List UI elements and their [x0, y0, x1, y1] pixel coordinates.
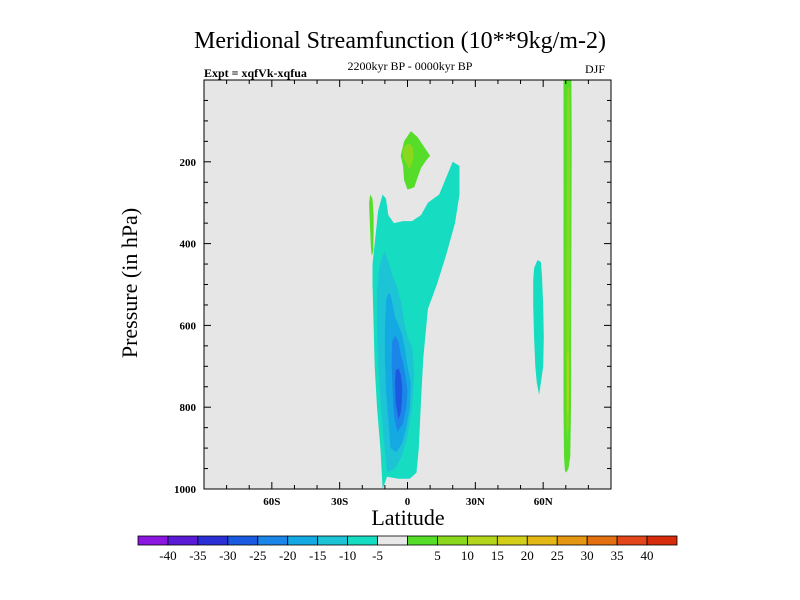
colorbar-label: -30 — [219, 548, 236, 563]
colorbar-label: 35 — [611, 548, 624, 563]
colorbar-box — [287, 535, 319, 546]
colorbar-box — [526, 535, 558, 546]
colorbar-label: 20 — [521, 548, 534, 563]
colorbar-box — [347, 535, 378, 546]
x-tick-label: 60N — [534, 496, 553, 508]
contour-region-10 — [566, 86, 571, 440]
colorbar-label: 15 — [491, 548, 504, 563]
colorbar-label: 25 — [551, 548, 564, 563]
colorbar-label: -40 — [159, 548, 176, 563]
colorbar-label: -25 — [249, 548, 266, 563]
colorbar-box — [586, 535, 618, 546]
colorbar-label: -5 — [372, 548, 383, 563]
colorbar-label: -10 — [339, 548, 356, 563]
colorbar-box — [167, 535, 199, 546]
colorbar-box — [377, 535, 408, 546]
colorbar-label: 10 — [461, 548, 474, 563]
colorbar-box — [257, 535, 289, 546]
colorbar-box — [616, 535, 648, 546]
colorbar-box — [137, 535, 169, 546]
colorbar-box — [437, 535, 468, 546]
contour-region-7 — [402, 143, 414, 168]
x-tick-label: 60S — [263, 496, 280, 508]
colorbar-box — [407, 535, 438, 546]
contour-region-11 — [567, 349, 569, 416]
colorbar-box — [227, 535, 259, 546]
colorbar-box — [496, 535, 528, 546]
x-axis-label: Latitude — [371, 505, 445, 530]
y-tick-label: 800 — [180, 402, 197, 414]
y-tick-label: 600 — [180, 320, 197, 332]
colorbar-box — [646, 535, 678, 546]
colorbar-label: -20 — [279, 548, 296, 563]
period-label: 2200kyr BP - 0000kyr BP — [347, 59, 473, 73]
colorbar-box — [466, 535, 498, 546]
colorbar: -40 -35 -30 -25 -20 -15 -10 -5 5 10 15 20 25 30 35 40 — [137, 535, 678, 563]
experiment-label: Expt = xqfVk-xqfua — [204, 66, 307, 80]
contour-region-4 — [395, 368, 403, 420]
colorbar-label: 5 — [434, 548, 441, 563]
x-tick-label: 0 — [405, 496, 411, 508]
colorbar-label: 40 — [641, 548, 654, 563]
y-tick-label: 400 — [180, 239, 197, 251]
colorbar-label: -15 — [309, 548, 326, 563]
colorbar-box — [197, 535, 229, 546]
colorbar-label: 30 — [581, 548, 594, 563]
x-tick-label: 30N — [466, 496, 485, 508]
contour-region-5 — [533, 260, 544, 395]
contour-region-8 — [369, 194, 374, 256]
colorbar-box — [556, 535, 588, 546]
x-tick-label: 30S — [331, 496, 348, 508]
colorbar-box — [317, 535, 349, 546]
chart-title: Meridional Streamfunction (10**9kg/m-2) — [194, 28, 606, 54]
axis-ticks: 60S 30S 0 30N 60N 200 400 600 800 1000 — [174, 80, 611, 508]
colorbar-label: -35 — [189, 548, 206, 563]
season-label: DJF — [585, 62, 606, 76]
y-tick-label: 1000 — [174, 484, 197, 496]
y-tick-label: 200 — [180, 157, 197, 169]
contour-regions — [369, 80, 572, 489]
